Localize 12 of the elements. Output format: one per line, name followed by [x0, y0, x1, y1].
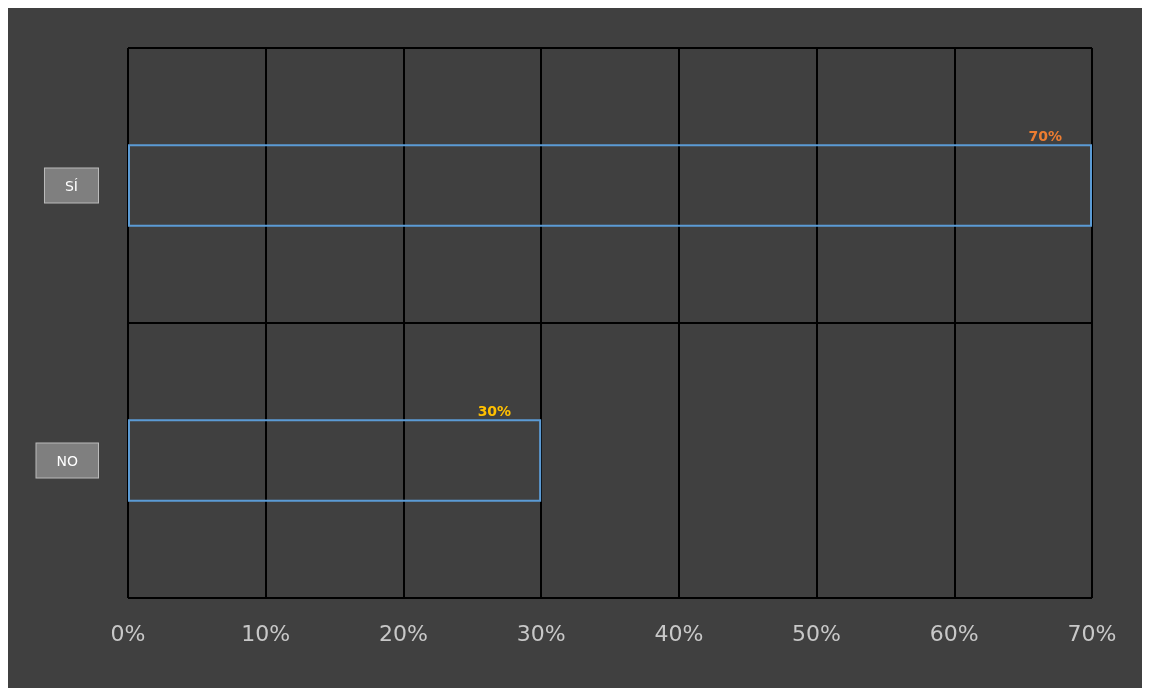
- data-label: 30%: [477, 403, 512, 420]
- data-label: 70%: [1028, 128, 1062, 145]
- x-tick-label: 50%: [792, 620, 842, 646]
- x-tick-label: 10%: [241, 620, 291, 646]
- x-tick-label: 30%: [516, 620, 566, 646]
- y-tick-label: SÍ: [64, 177, 78, 194]
- x-tick-label: 70%: [1067, 620, 1117, 646]
- x-tick-label: 20%: [378, 620, 428, 646]
- x-tick-label: 0%: [110, 620, 146, 646]
- x-tick-label: 60%: [929, 620, 979, 646]
- x-tick-label: 40%: [654, 620, 704, 646]
- y-tick-label: NO: [56, 452, 78, 469]
